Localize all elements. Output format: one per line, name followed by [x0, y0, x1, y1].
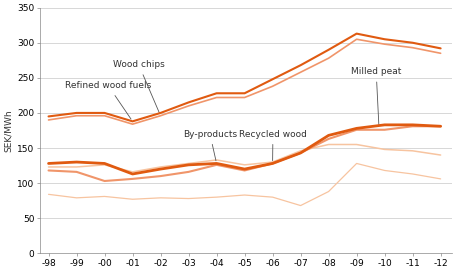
Text: Wood chips: Wood chips — [113, 60, 164, 113]
Text: Milled peat: Milled peat — [350, 67, 400, 126]
Text: Refined wood fuels: Refined wood fuels — [65, 82, 151, 119]
Y-axis label: SEK/MWh: SEK/MWh — [4, 109, 13, 152]
Text: Recycled wood: Recycled wood — [238, 130, 306, 161]
Text: By-products: By-products — [182, 130, 237, 161]
